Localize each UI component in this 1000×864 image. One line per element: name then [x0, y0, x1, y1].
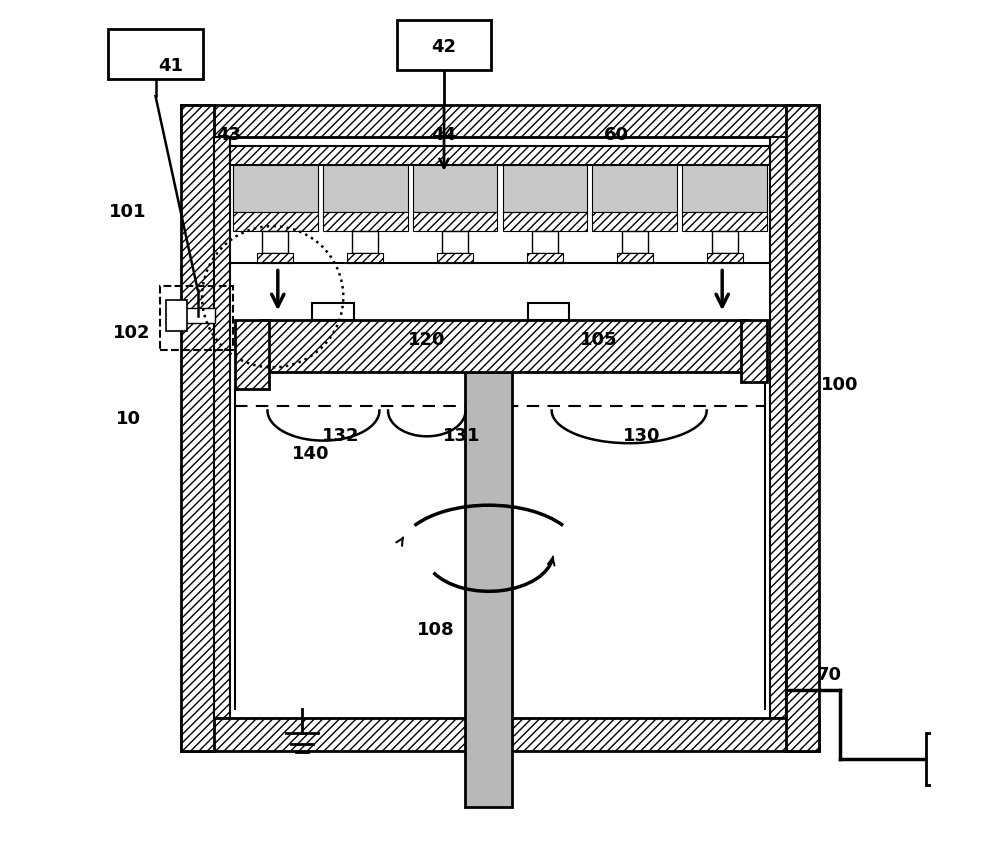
Bar [181, 718, 819, 751]
Bar [528, 302, 569, 320]
Bar [532, 232, 558, 253]
Bar [437, 253, 473, 264]
Bar [166, 300, 187, 331]
Text: 102: 102 [113, 324, 150, 342]
Bar [235, 320, 269, 389]
Bar [741, 320, 767, 382]
Text: 100: 100 [821, 376, 859, 394]
Bar [257, 253, 293, 264]
Bar [323, 165, 408, 213]
Text: 140: 140 [292, 445, 329, 462]
Bar [181, 105, 819, 137]
Bar [108, 29, 203, 79]
Bar [926, 734, 1000, 785]
Text: 42: 42 [432, 38, 457, 56]
Text: 60: 60 [604, 126, 629, 144]
Bar [180, 308, 215, 323]
Bar [527, 253, 563, 264]
Bar [312, 302, 354, 320]
Bar [233, 165, 318, 213]
Bar [682, 165, 767, 213]
Text: 120: 120 [408, 331, 446, 349]
Text: 44: 44 [432, 126, 457, 144]
Bar [442, 232, 468, 253]
Text: 101: 101 [109, 203, 147, 221]
Text: 130: 130 [623, 428, 661, 445]
Bar [352, 232, 378, 253]
Bar [592, 213, 677, 232]
Text: 70: 70 [816, 666, 841, 684]
Bar [160, 286, 233, 350]
Bar [214, 137, 230, 718]
Bar [347, 253, 383, 264]
Bar [214, 137, 786, 718]
Bar [323, 213, 408, 232]
Bar [397, 21, 491, 70]
Text: 131: 131 [442, 428, 480, 445]
Bar [622, 232, 648, 253]
Bar [707, 253, 743, 264]
Text: 41: 41 [159, 57, 184, 75]
Bar [503, 165, 587, 213]
Bar [682, 213, 767, 232]
Bar [262, 232, 288, 253]
Bar [465, 372, 512, 807]
Bar [592, 165, 677, 213]
Bar [413, 165, 497, 213]
Text: 10: 10 [115, 410, 140, 428]
Text: 105: 105 [580, 331, 618, 349]
Bar [413, 213, 497, 232]
Bar [786, 105, 819, 751]
Bar [181, 105, 214, 751]
Text: 132: 132 [322, 428, 359, 445]
Bar [617, 253, 653, 264]
Bar [230, 146, 770, 165]
Text: 108: 108 [417, 621, 454, 639]
Bar [261, 320, 748, 372]
Bar [770, 137, 786, 718]
Bar [233, 213, 318, 232]
Bar [712, 232, 738, 253]
Text: 43: 43 [216, 126, 241, 144]
Bar [503, 213, 587, 232]
